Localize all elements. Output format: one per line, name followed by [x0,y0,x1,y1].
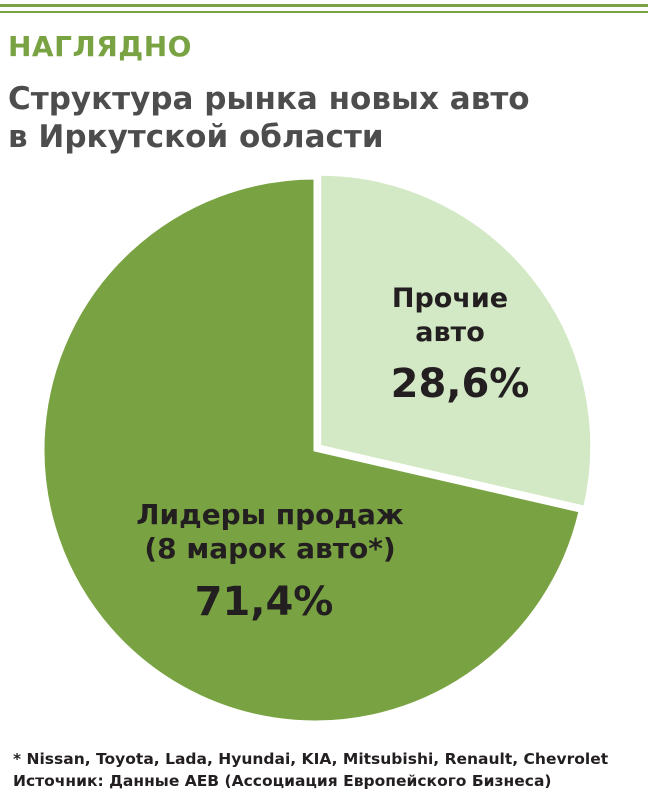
slice-label-leaders-line-2: (8 марок авто*) [144,532,396,565]
footnote-source: Источник: Данные АЕВ (Ассоциация Европей… [13,772,552,790]
slice-label-other-line-1: Прочие [391,283,509,314]
chart-title-line-1: Структура рынка новых авто [8,81,530,117]
footnote-brands: * Nissan, Toyota, Lada, Hyundai, KIA, Mi… [13,750,609,768]
pie-slice-other [318,172,594,510]
slice-value-leaders: 71,4% [194,579,334,625]
slice-label-leaders: Лидеры продаж (8 марок авто*) 71,4% [110,498,430,626]
slice-label-other-line-2: авто [415,317,485,348]
top-rule-thick [0,4,648,7]
chart-title: Структура рынка новых авто в Иркутской о… [8,80,638,156]
pie-slice-leaders [41,176,582,724]
slice-label-leaders-line-1: Лидеры продаж [136,498,404,531]
section-kicker: НАГЛЯДНО [8,30,192,63]
slice-label-other: Прочие авто 28,6% [340,282,560,408]
chart-title-line-2: в Иркутской области [8,119,384,155]
top-rule-thin [0,11,648,13]
slice-value-other: 28,6% [390,361,530,407]
